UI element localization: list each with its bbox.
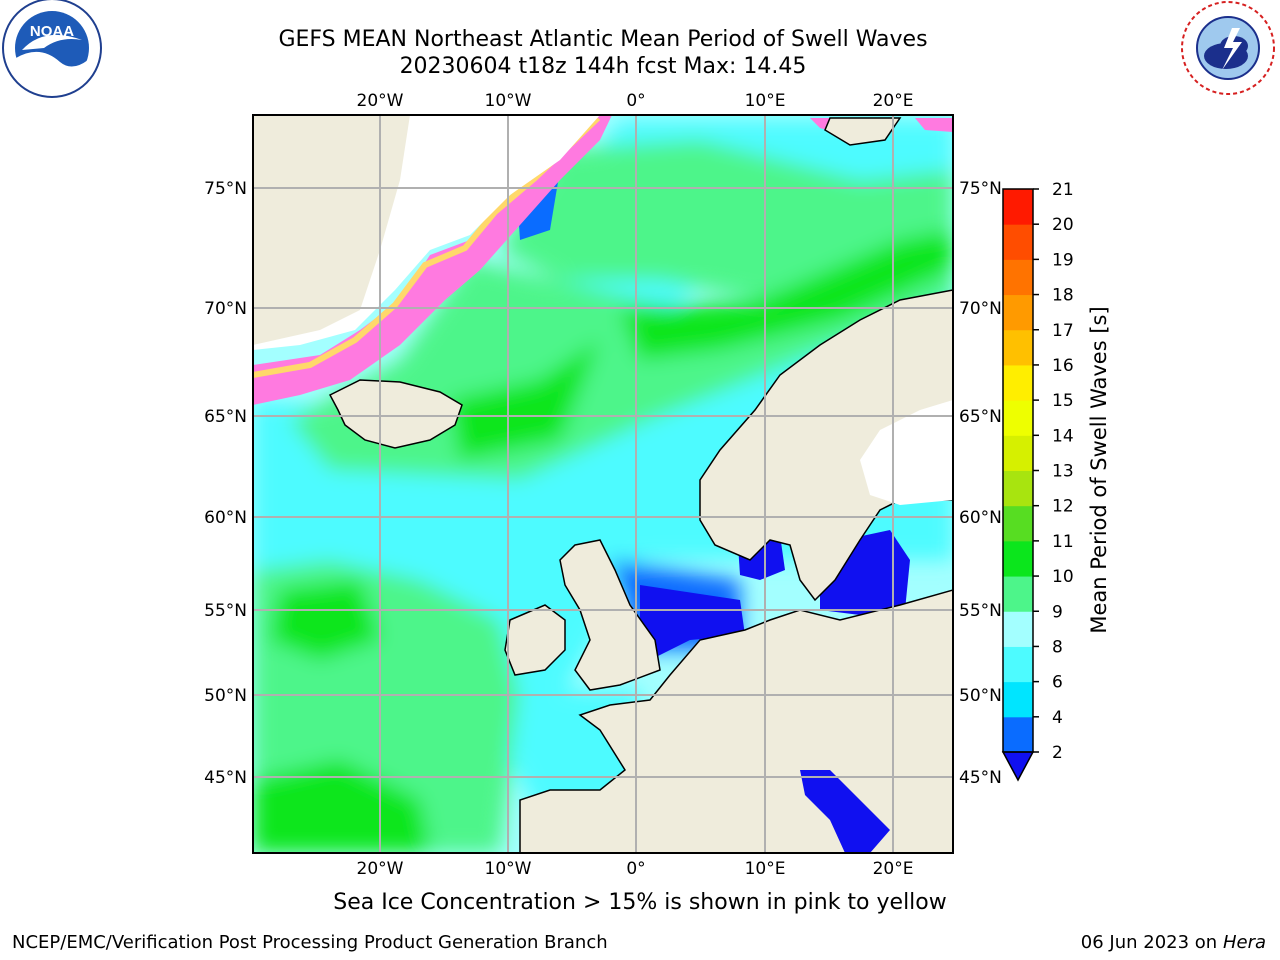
colorbar-bin <box>1003 646 1033 683</box>
colorbar-tick-label: 14 <box>1052 426 1074 446</box>
colorbar-extend <box>1001 751 1035 782</box>
colorbar-bin <box>1003 224 1033 260</box>
lat-tick-left: 55°N <box>204 601 247 621</box>
colorbar-bin <box>1003 716 1033 753</box>
colorbar-bin <box>1003 294 1033 331</box>
lon-tick-bottom: 10°E <box>745 859 786 879</box>
chart-title: GEFS MEAN Northeast Atlantic Mean Period… <box>278 27 928 52</box>
noaa-logo-text: NOAA <box>30 23 74 40</box>
colorbar-bin <box>1003 329 1033 366</box>
colorbar-tick-label: 9 <box>1052 602 1063 622</box>
ice-note: Sea Ice Concentration > 15% is shown in … <box>333 890 947 915</box>
colorbar-bin <box>1003 505 1033 542</box>
colorbar-tick-label: 2 <box>1052 743 1063 763</box>
colorbar-tick-label: 6 <box>1052 673 1063 693</box>
lon-tick-top: 10°W <box>485 91 532 111</box>
lat-tick-right: 60°N <box>959 508 1002 528</box>
nws-logo <box>1181 1 1275 95</box>
lat-tick-right: 55°N <box>959 601 1002 621</box>
colorbar-bin <box>1003 681 1033 718</box>
colorbar-tick-label: 8 <box>1052 637 1063 657</box>
lon-tick-bottom: 0° <box>626 859 645 879</box>
lat-tick-right: 50°N <box>959 686 1002 706</box>
lon-tick-top: 20°W <box>357 91 404 111</box>
colorbar: 2 4 6 8 9 10 11 12 13 14 15 16 17 18 19 20 21 <box>1001 180 1074 782</box>
lat-tick-left: 70°N <box>204 299 247 319</box>
colorbar-tick-label: 17 <box>1052 321 1074 341</box>
colorbar-tick-label: 12 <box>1052 497 1074 517</box>
lon-tick-top: 20°E <box>873 91 914 111</box>
colorbar-tick-label: 19 <box>1052 250 1074 270</box>
lon-tick-bottom: 20°E <box>873 859 914 879</box>
colorbar-bin <box>1003 576 1033 612</box>
lat-tick-left: 45°N <box>204 768 247 788</box>
colorbar-tick-label: 18 <box>1052 286 1074 306</box>
colorbar-bin <box>1003 259 1033 296</box>
colorbar-bin <box>1003 470 1033 507</box>
footer-credit: NCEP/EMC/Verification Post Processing Pr… <box>12 932 608 953</box>
colorbar-tick-label: 20 <box>1052 215 1074 235</box>
lat-tick-left: 50°N <box>204 686 247 706</box>
lat-tick-right: 65°N <box>959 407 1002 427</box>
lat-tick-right: 70°N <box>959 299 1002 319</box>
colorbar-tick-label: 10 <box>1052 567 1074 587</box>
colorbar-tick-label: 11 <box>1052 532 1074 552</box>
noaa-logo: NOAA <box>2 0 102 98</box>
footer-machine: Hera <box>1222 932 1266 953</box>
colorbar-tick-label: 13 <box>1052 462 1074 482</box>
footer-date: 06 Jun 2023 on Hera <box>1081 932 1266 953</box>
colorbar-tick-label: 16 <box>1052 356 1074 376</box>
colorbar-label: Mean Period of Swell Waves [s] <box>1087 306 1111 633</box>
footer-date-text: 06 Jun 2023 on <box>1080 932 1218 953</box>
map-frame <box>252 114 954 854</box>
colorbar-bin <box>1003 611 1033 647</box>
colorbar-bin <box>1003 189 1033 225</box>
lon-tick-top: 0° <box>626 91 645 111</box>
lat-tick-right: 45°N <box>959 768 1002 788</box>
lat-tick-left: 65°N <box>204 407 247 427</box>
colorbar-bin <box>1003 540 1033 577</box>
colorbar-tick-label: 21 <box>1052 180 1074 200</box>
lon-tick-top: 10°E <box>745 91 786 111</box>
colorbar-bin <box>1003 435 1033 471</box>
lat-tick-right: 75°N <box>959 179 1002 199</box>
chart-subtitle: 20230604 t18z 144h fcst Max: 14.45 <box>399 54 807 79</box>
map-grid <box>253 115 953 853</box>
lat-tick-left: 60°N <box>204 508 247 528</box>
lon-tick-bottom: 20°W <box>357 859 404 879</box>
colorbar-tick-label: 15 <box>1052 391 1074 411</box>
colorbar-bin <box>1003 364 1033 401</box>
map-field <box>253 115 953 853</box>
colorbar-tick-label: 4 <box>1052 708 1063 728</box>
colorbar-bin <box>1003 400 1033 436</box>
lat-tick-left: 75°N <box>204 179 247 199</box>
lon-tick-bottom: 10°W <box>485 859 532 879</box>
